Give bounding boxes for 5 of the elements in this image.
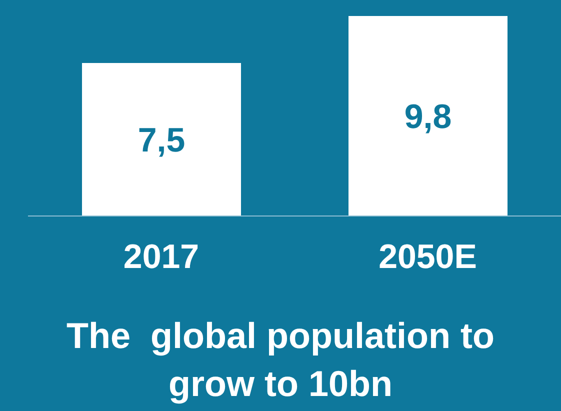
x-tick-label: 2050E [378,238,477,276]
data-label: 9,8 [404,98,452,136]
data-label: 7,5 [138,122,186,160]
text: The global population to grow to 10bn [66,314,496,406]
x-tick-label: 2017 [123,238,200,276]
